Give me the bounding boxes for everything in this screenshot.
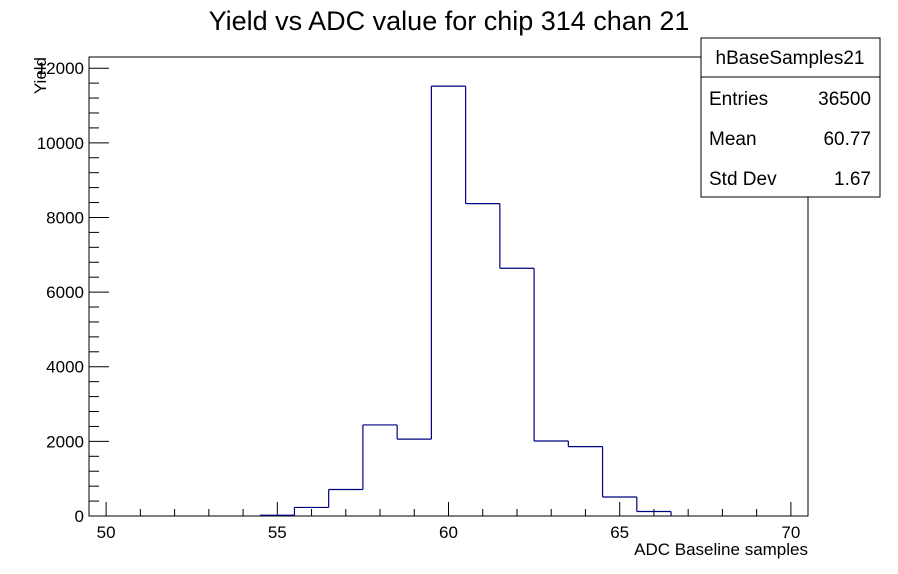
y-tick-label: 4000 (46, 358, 84, 377)
y-tick-label: 10000 (37, 134, 84, 153)
stats-stddev-value: 1.67 (834, 169, 871, 190)
x-axis-label: ADC Baseline samples (634, 540, 808, 559)
x-tick-label: 55 (268, 523, 287, 542)
y-tick-label: 12000 (37, 59, 84, 78)
stats-stddev-label: Std Dev (709, 169, 777, 190)
stats-entries-label: Entries (709, 89, 768, 110)
stats-mean-label: Mean (709, 129, 757, 150)
y-tick-label: 0 (75, 507, 84, 526)
stats-box-title: hBaseSamples21 (716, 48, 865, 69)
x-tick-label: 60 (439, 523, 458, 542)
y-axis-label: Yield (31, 57, 50, 94)
x-tick-label: 50 (97, 523, 116, 542)
y-tick-label: 6000 (46, 283, 84, 302)
chart-title: Yield vs ADC value for chip 314 chan 21 (209, 6, 690, 36)
stats-box: hBaseSamples21 Entries 36500 Mean 60.77 … (700, 37, 881, 198)
y-tick-label: 8000 (46, 208, 84, 227)
stats-entries-value: 36500 (818, 89, 871, 110)
y-tick-label: 2000 (46, 432, 84, 451)
x-tick-label: 70 (781, 523, 800, 542)
stats-box-frame (700, 37, 881, 198)
x-tick-label: 65 (610, 523, 629, 542)
stats-mean-value: 60.77 (823, 129, 871, 150)
plot-frame (88, 56, 809, 517)
x-axis: 50 55 60 65 70 (97, 502, 800, 542)
histogram-series (259, 85, 672, 516)
y-axis: 0 2000 4000 6000 8000 10000 12000 (37, 59, 109, 526)
